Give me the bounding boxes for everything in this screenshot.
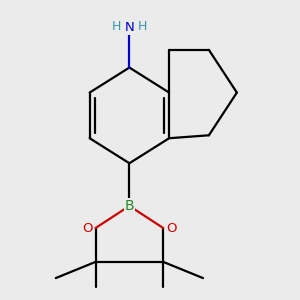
Text: O: O (166, 221, 177, 235)
Text: N: N (124, 21, 134, 34)
Text: H: H (138, 20, 147, 33)
Text: H: H (112, 20, 121, 33)
Text: B: B (124, 199, 134, 213)
Text: O: O (82, 221, 93, 235)
